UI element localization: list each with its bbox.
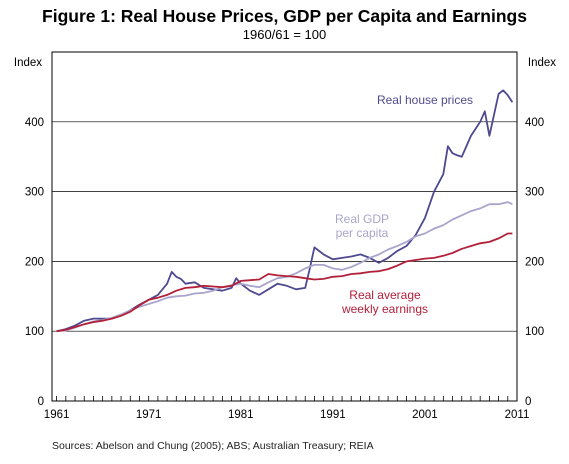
y-tick-label-right: 100 <box>525 326 544 338</box>
y-tick-label-left: 0 <box>38 396 44 408</box>
source-note: Sources: Abelson and Chung (2005); ABS; … <box>52 440 374 452</box>
tick-labels: 0 0 100 100 200 200 300 300 400 400 1961 1971 1981 19… <box>25 117 544 421</box>
series-label-0: Real house prices <box>377 93 473 107</box>
x-tick-label: 1971 <box>136 409 162 421</box>
y-tick-label-right: 400 <box>525 117 544 129</box>
x-tick-label: 1981 <box>228 409 254 421</box>
series-label-1: Real GDP per capita <box>335 212 389 240</box>
series-label-2: Real average weekly earnings <box>341 288 428 316</box>
y-tick-label-left: 100 <box>25 326 44 338</box>
series-line-1 <box>56 201 513 333</box>
y-tick-label-left: 200 <box>25 256 44 268</box>
plot-frame <box>51 51 518 402</box>
y-axis-label-left: Index <box>14 57 42 69</box>
y-tick-label-right: 200 <box>525 256 544 268</box>
chart-subtitle: 1960/61 = 100 <box>242 27 327 42</box>
series-label-line: Real average <box>349 288 421 302</box>
y-axis-label-right: Index <box>528 57 556 69</box>
series-label-line: Real GDP <box>335 212 389 226</box>
series-line-2 <box>56 232 513 333</box>
series-lines <box>56 89 514 333</box>
y-tick-label-right: 0 <box>525 396 531 408</box>
series-label-line: Real house prices <box>377 93 473 107</box>
y-tick-label-left: 300 <box>25 187 44 199</box>
series-label-line: weekly earnings <box>341 302 428 316</box>
series-label-line: per capita <box>336 226 389 240</box>
series-line-0 <box>56 89 514 333</box>
x-tick-label: 1991 <box>320 409 346 421</box>
x-axis-ticks <box>56 396 518 401</box>
x-tick-label: 2001 <box>412 409 438 421</box>
x-tick-label: 1961 <box>44 409 70 421</box>
gridlines <box>52 121 517 332</box>
x-tick-label: 2011 <box>505 409 530 421</box>
y-tick-label-left: 400 <box>25 117 44 129</box>
y-tick-label-right: 300 <box>525 187 544 199</box>
chart-title: Figure 1: Real House Prices, GDP per Cap… <box>42 6 527 26</box>
